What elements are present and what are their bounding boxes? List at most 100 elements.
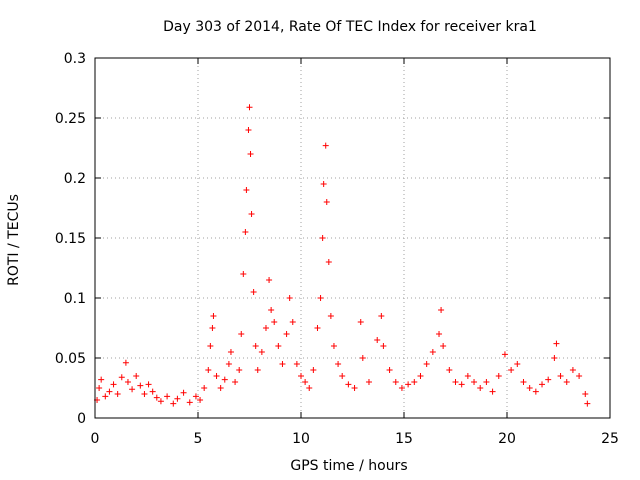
data-point (209, 325, 216, 331)
data-point (417, 373, 424, 379)
x-tick-label: 0 (91, 431, 100, 447)
data-point (335, 361, 342, 367)
data-point (477, 385, 484, 391)
data-point (452, 379, 459, 385)
data-point (186, 399, 193, 406)
data-point (471, 379, 478, 385)
data-point (405, 381, 412, 388)
plot-frame (94, 57, 611, 419)
data-point (483, 379, 490, 385)
data-point (118, 374, 125, 381)
data-point (398, 385, 405, 391)
y-tick-label: 0 (77, 411, 86, 427)
data-point (378, 313, 385, 319)
data-point (250, 289, 257, 295)
data-point (180, 389, 187, 396)
data-point (495, 373, 502, 379)
data-point (225, 361, 232, 367)
data-point (246, 104, 253, 111)
y-tick-label: 0.15 (55, 231, 86, 247)
data-points (94, 104, 591, 407)
data-point (236, 367, 243, 373)
data-point (302, 379, 309, 385)
data-point (106, 388, 113, 395)
data-point (520, 379, 527, 385)
data-point (576, 373, 583, 379)
data-point (258, 349, 265, 355)
data-point (310, 367, 317, 373)
data-point (438, 307, 445, 313)
data-point (102, 393, 109, 400)
data-point (325, 259, 332, 265)
data-point (584, 400, 591, 407)
data-point (314, 325, 321, 331)
data-point (254, 367, 261, 373)
data-point (110, 381, 117, 388)
data-point (436, 331, 443, 337)
x-tick-label: 25 (601, 431, 619, 447)
axis-ticks: 0 0.05 0.1 0.15 0.2 0.25 0.3 0 5 10 15 20 25 (55, 51, 619, 447)
data-point (514, 361, 521, 367)
data-point (210, 313, 217, 319)
data-point (286, 295, 293, 301)
data-point (293, 361, 300, 367)
data-point (351, 385, 358, 391)
data-point (164, 393, 171, 400)
data-point (221, 376, 228, 383)
data-point (374, 337, 381, 343)
x-tick-label: 5 (194, 431, 203, 447)
data-point (298, 373, 304, 379)
data-point (201, 385, 208, 391)
data-point (240, 271, 247, 277)
y-tick-label: 0.3 (64, 51, 86, 67)
data-point (489, 388, 496, 395)
data-point (339, 373, 346, 379)
data-point (392, 379, 399, 385)
data-point (345, 381, 352, 388)
data-point (129, 386, 136, 393)
data-point (306, 385, 313, 391)
data-point (149, 388, 156, 395)
data-point (501, 351, 508, 358)
data-point (141, 391, 148, 397)
y-tick-label: 0.2 (64, 171, 86, 187)
data-point (569, 367, 576, 373)
data-point (245, 127, 252, 133)
data-point (322, 142, 329, 149)
data-point (122, 359, 129, 366)
data-point (247, 151, 254, 157)
data-point (539, 381, 546, 388)
data-point (327, 313, 334, 319)
data-point (551, 355, 558, 361)
data-point (289, 319, 296, 325)
data-point (365, 379, 372, 385)
y-tick-label: 0.1 (64, 291, 86, 307)
data-point (217, 385, 224, 391)
data-point (429, 349, 436, 355)
data-point (114, 391, 121, 397)
grid-lines (95, 58, 610, 418)
data-point (271, 319, 278, 325)
data-point (170, 400, 177, 407)
data-point (192, 393, 199, 400)
data-point (242, 229, 249, 235)
data-point (557, 373, 564, 379)
data-point (563, 379, 570, 385)
data-point (197, 397, 204, 403)
data-point (268, 307, 275, 313)
data-point (532, 388, 539, 395)
data-point (207, 343, 214, 349)
data-point (145, 381, 152, 388)
data-point (359, 355, 366, 361)
data-point (275, 343, 282, 349)
y-tick-label: 0.25 (55, 111, 86, 127)
data-point (423, 361, 430, 367)
data-point (157, 398, 164, 405)
data-point (232, 379, 239, 385)
x-axis-label: GPS time / hours (290, 458, 407, 474)
data-point (357, 319, 364, 325)
data-point (262, 325, 269, 331)
data-point (553, 340, 560, 347)
data-point (545, 376, 552, 383)
data-point (380, 343, 387, 349)
